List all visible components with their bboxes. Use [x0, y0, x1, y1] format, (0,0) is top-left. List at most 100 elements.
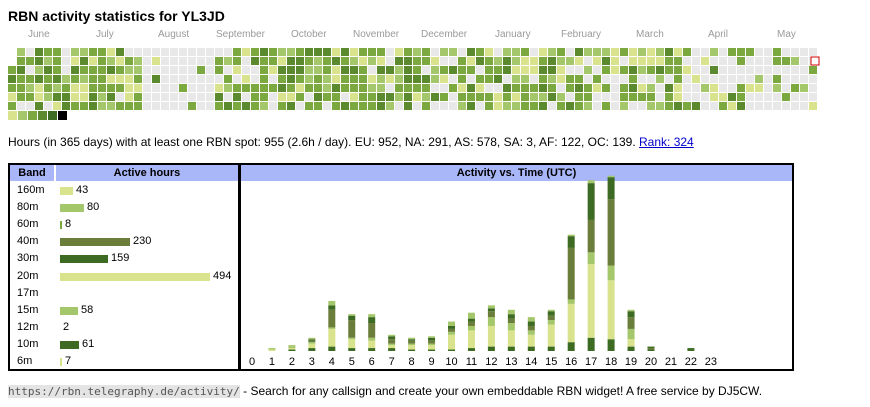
heatmap-day-cell[interactable] [593, 93, 601, 101]
heatmap-day-cell[interactable] [206, 84, 214, 92]
heatmap-day-cell[interactable] [44, 93, 52, 101]
heatmap-day-cell[interactable] [548, 84, 556, 92]
heatmap-day-cell[interactable] [314, 93, 322, 101]
heatmap-day-cell[interactable] [89, 84, 97, 92]
heatmap-day-cell[interactable] [773, 84, 781, 92]
heatmap-day-cell[interactable] [80, 48, 88, 56]
heatmap-day-cell[interactable] [395, 66, 403, 74]
heatmap-day-cell[interactable] [521, 66, 529, 74]
heatmap-day-cell[interactable] [404, 48, 412, 56]
heatmap-day-cell[interactable] [800, 48, 808, 56]
heatmap-day-cell[interactable] [575, 66, 583, 74]
heatmap-day-cell[interactable] [566, 102, 574, 110]
heatmap-day-cell[interactable] [377, 48, 385, 56]
heatmap-day-cell[interactable] [287, 66, 295, 74]
heatmap-day-cell[interactable] [368, 75, 376, 83]
heatmap-day-cell[interactable] [719, 57, 727, 65]
heatmap-day-cell[interactable] [152, 57, 160, 65]
heatmap-day-cell[interactable] [305, 75, 313, 83]
heatmap-day-cell[interactable] [530, 102, 538, 110]
heatmap-day-cell[interactable] [287, 102, 295, 110]
heatmap-day-cell[interactable] [35, 93, 43, 101]
heatmap-day-cell[interactable] [494, 57, 502, 65]
heatmap-day-cell[interactable] [746, 48, 754, 56]
heatmap-day-cell[interactable] [710, 48, 718, 56]
heatmap-day-cell[interactable] [638, 102, 646, 110]
heatmap-day-cell[interactable] [584, 93, 592, 101]
heatmap-day-cell[interactable] [296, 57, 304, 65]
heatmap-day-cell[interactable] [359, 66, 367, 74]
heatmap-day-cell[interactable] [737, 75, 745, 83]
today-cell[interactable] [810, 56, 820, 66]
heatmap-day-cell[interactable] [350, 102, 358, 110]
heatmap-day-cell[interactable] [35, 66, 43, 74]
heatmap-day-cell[interactable] [350, 93, 358, 101]
heatmap-day-cell[interactable] [512, 93, 520, 101]
heatmap-day-cell[interactable] [53, 93, 61, 101]
heatmap-day-cell[interactable] [683, 75, 691, 83]
heatmap-day-cell[interactable] [125, 48, 133, 56]
heatmap-day-cell[interactable] [323, 102, 331, 110]
heatmap-day-cell[interactable] [440, 57, 448, 65]
heatmap-day-cell[interactable] [368, 102, 376, 110]
heatmap-day-cell[interactable] [341, 84, 349, 92]
heatmap-day-cell[interactable] [746, 93, 754, 101]
heatmap-day-cell[interactable] [665, 66, 673, 74]
heatmap-day-cell[interactable] [602, 102, 610, 110]
heatmap-day-cell[interactable] [773, 48, 781, 56]
heatmap-day-cell[interactable] [701, 66, 709, 74]
heatmap-day-cell[interactable] [386, 57, 394, 65]
heatmap-day-cell[interactable] [800, 93, 808, 101]
heatmap-day-cell[interactable] [656, 57, 664, 65]
heatmap-day-cell[interactable] [413, 48, 421, 56]
heatmap-day-cell[interactable] [107, 84, 115, 92]
heatmap-day-cell[interactable] [107, 75, 115, 83]
heatmap-day-cell[interactable] [377, 75, 385, 83]
heatmap-day-cell[interactable] [575, 75, 583, 83]
heatmap-day-cell[interactable] [539, 48, 547, 56]
heatmap-day-cell[interactable] [386, 93, 394, 101]
heatmap-day-cell[interactable] [296, 102, 304, 110]
heatmap-day-cell[interactable] [431, 66, 439, 74]
heatmap-day-cell[interactable] [458, 57, 466, 65]
heatmap-day-cell[interactable] [521, 84, 529, 92]
heatmap-day-cell[interactable] [188, 66, 196, 74]
heatmap-day-cell[interactable] [17, 57, 25, 65]
heatmap-day-cell[interactable] [719, 93, 727, 101]
heatmap-day-cell[interactable] [188, 48, 196, 56]
heatmap-day-cell[interactable] [548, 93, 556, 101]
heatmap-day-cell[interactable] [530, 48, 538, 56]
heatmap-day-cell[interactable] [728, 102, 736, 110]
heatmap-day-cell[interactable] [17, 84, 25, 92]
heatmap-day-cell[interactable] [332, 57, 340, 65]
heatmap-day-cell[interactable] [53, 102, 61, 110]
heatmap-day-cell[interactable] [503, 75, 511, 83]
heatmap-day-cell[interactable] [44, 66, 52, 74]
heatmap-day-cell[interactable] [35, 75, 43, 83]
heatmap-day-cell[interactable] [161, 93, 169, 101]
heatmap-day-cell[interactable] [629, 102, 637, 110]
heatmap-day-cell[interactable] [305, 84, 313, 92]
heatmap-day-cell[interactable] [8, 102, 16, 110]
heatmap-day-cell[interactable] [8, 66, 16, 74]
heatmap-day-cell[interactable] [143, 48, 151, 56]
heatmap-day-cell[interactable] [152, 75, 160, 83]
heatmap-day-cell[interactable] [17, 48, 25, 56]
heatmap-day-cell[interactable] [539, 57, 547, 65]
heatmap-day-cell[interactable] [629, 57, 637, 65]
heatmap-day-cell[interactable] [737, 66, 745, 74]
heatmap-day-cell[interactable] [692, 48, 700, 56]
heatmap-day-cell[interactable] [395, 93, 403, 101]
heatmap-day-cell[interactable] [224, 48, 232, 56]
heatmap-day-cell[interactable] [764, 93, 772, 101]
heatmap-day-cell[interactable] [332, 93, 340, 101]
heatmap-day-cell[interactable] [440, 75, 448, 83]
heatmap-day-cell[interactable] [440, 93, 448, 101]
heatmap-day-cell[interactable] [422, 93, 430, 101]
heatmap-day-cell[interactable] [773, 102, 781, 110]
heatmap-day-cell[interactable] [71, 66, 79, 74]
heatmap-day-cell[interactable] [98, 93, 106, 101]
heatmap-day-cell[interactable] [233, 66, 241, 74]
heatmap-day-cell[interactable] [359, 84, 367, 92]
heatmap-day-cell[interactable] [728, 57, 736, 65]
